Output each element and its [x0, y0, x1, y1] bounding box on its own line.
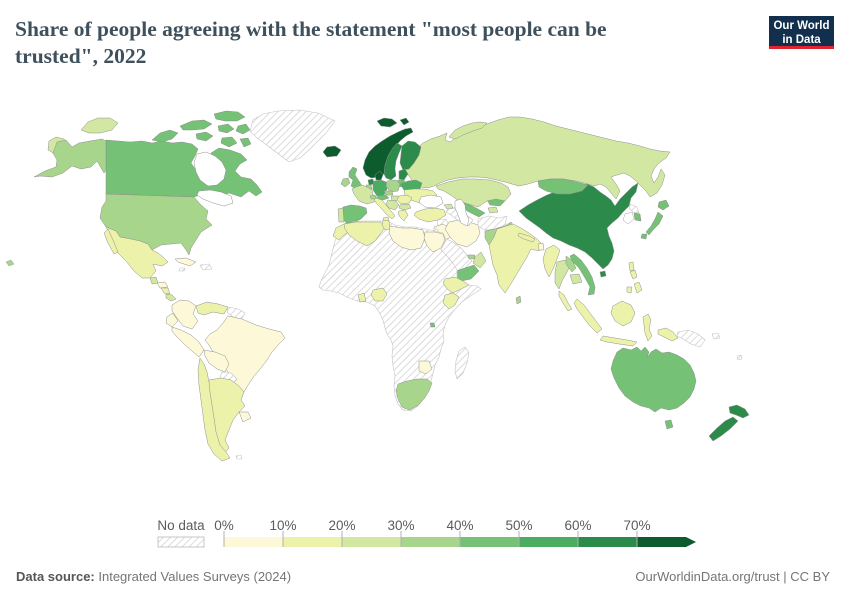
svg-text:50%: 50% — [505, 518, 532, 533]
svg-text:60%: 60% — [564, 518, 591, 533]
svg-text:70%: 70% — [623, 518, 650, 533]
svg-text:40%: 40% — [446, 518, 473, 533]
svg-text:20%: 20% — [328, 518, 355, 533]
svg-text:30%: 30% — [387, 518, 414, 533]
svg-text:0%: 0% — [214, 518, 234, 533]
svg-text:10%: 10% — [269, 518, 296, 533]
svg-text:No data: No data — [157, 518, 205, 533]
